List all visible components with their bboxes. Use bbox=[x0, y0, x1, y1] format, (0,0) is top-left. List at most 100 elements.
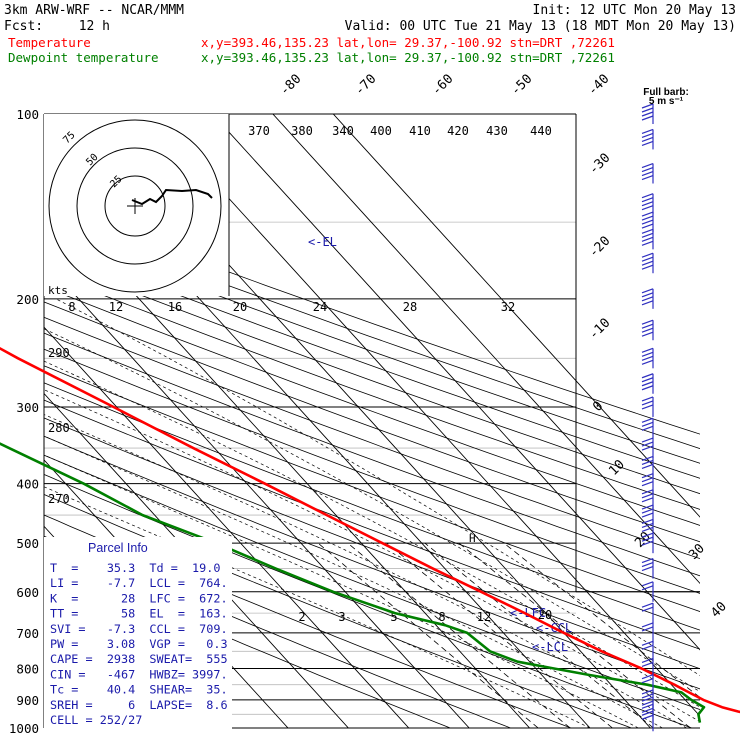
theta-label: 340 bbox=[332, 124, 354, 138]
mixing-ratio-label: 32 bbox=[501, 300, 515, 314]
wind-barbs bbox=[641, 103, 654, 732]
barb-flag bbox=[641, 477, 654, 483]
barb-flag bbox=[641, 132, 654, 138]
temperature-legend: Temperature bbox=[8, 35, 91, 50]
barb-flag bbox=[641, 714, 654, 720]
moist-adiabat-28 bbox=[44, 328, 700, 693]
dry-adiabats bbox=[44, 202, 700, 728]
wind-barb bbox=[641, 128, 654, 150]
barb-flag bbox=[641, 205, 654, 211]
barb-units: 5 m s⁻¹ bbox=[649, 96, 684, 107]
barb-flag bbox=[641, 201, 654, 207]
barb-flag bbox=[641, 288, 654, 294]
isotherm--40 bbox=[44, 392, 349, 728]
barb-flag bbox=[641, 566, 654, 572]
wind-barb bbox=[641, 710, 654, 732]
mixing-ratio-20 bbox=[503, 542, 700, 698]
hodo-ring-3 bbox=[48, 119, 222, 293]
barb-flag bbox=[641, 292, 654, 298]
barb-flag bbox=[641, 174, 654, 181]
barb-flag bbox=[641, 445, 654, 451]
barb-flag bbox=[641, 197, 654, 203]
fcst-label: Fcst: bbox=[4, 19, 43, 34]
barb-flag bbox=[641, 300, 654, 306]
barb-flag bbox=[641, 441, 654, 447]
mixing-ratio-label: 8 bbox=[438, 610, 445, 624]
dry-adiabat-320 bbox=[44, 417, 700, 670]
wind-barb bbox=[641, 640, 654, 662]
parcel-info-row: CELL = 252/27 bbox=[50, 713, 142, 727]
barb-flag bbox=[641, 622, 654, 628]
dry-adiabat-350 bbox=[44, 365, 700, 612]
parcel-info-row: Tc = 40.4 SHEAR= 35. bbox=[50, 683, 228, 697]
wind-barb bbox=[641, 211, 654, 233]
pressure-tick-label: 1000 bbox=[9, 721, 39, 736]
wind-barb bbox=[641, 417, 654, 439]
barb-flag bbox=[641, 400, 654, 406]
barb-flag bbox=[641, 512, 654, 518]
temperature-profile bbox=[0, 346, 740, 714]
dry-adiabat-420 bbox=[44, 257, 700, 495]
barb-flag bbox=[641, 211, 654, 217]
mixing-ratio-label: 12 bbox=[109, 300, 123, 314]
barb-title: Full barb: bbox=[643, 87, 689, 98]
barb-flag bbox=[641, 404, 654, 410]
barb-flag bbox=[641, 166, 654, 173]
barb-flag bbox=[641, 260, 654, 266]
dry-adiabat-label: 270 bbox=[48, 492, 70, 506]
barb-flag bbox=[641, 136, 654, 142]
barb-flag bbox=[641, 319, 654, 325]
barb-flag bbox=[641, 351, 654, 357]
parcel-info-row: CIN = -467 HWBZ= 3997. bbox=[50, 667, 228, 681]
wind-barb bbox=[641, 193, 654, 214]
mixing-ratio-label: 12 bbox=[477, 610, 491, 624]
isotherm-label: -60 bbox=[429, 72, 456, 99]
theta-label: 370 bbox=[248, 124, 270, 138]
hodograph-trace bbox=[131, 188, 213, 206]
barb-flag bbox=[641, 107, 654, 113]
parcel-info-row: CAPE = 2938 SWEAT= 555 bbox=[50, 652, 228, 666]
mixing-ratio-label: 24 bbox=[313, 300, 327, 314]
parcel-info-row: LI = -7.7 LCL = 764. bbox=[50, 576, 228, 590]
parcel-info-row: SVI = -7.3 CCL = 709. bbox=[50, 622, 228, 636]
temperature-info: x,y=393.46,135.23 lat,lon= 29.37,-100.92… bbox=[201, 35, 615, 50]
dry-adiabat-460 bbox=[44, 202, 700, 435]
dry-adiabat-370 bbox=[44, 332, 700, 577]
barb-flag bbox=[641, 657, 654, 664]
model-title: 3km ARW-WRF -- NCAR/MMM bbox=[4, 3, 184, 18]
pressure-tick-label: 100 bbox=[16, 107, 39, 122]
isotherm-label: -40 bbox=[585, 72, 612, 99]
wind-barb bbox=[641, 581, 654, 602]
wind-barb bbox=[641, 103, 654, 124]
barb-flag bbox=[641, 508, 654, 514]
barb-flag bbox=[641, 674, 654, 680]
isotherm--30 bbox=[44, 326, 410, 728]
barb-flag bbox=[641, 381, 654, 387]
parcel-info-row: SREH = 6 LAPSE= 8.6 bbox=[50, 698, 228, 712]
dewpoint-info: x,y=393.46,135.23 lat,lon= 29.37,-100.92… bbox=[201, 50, 615, 65]
barb-flag bbox=[641, 170, 654, 177]
barb-flag bbox=[641, 536, 654, 542]
wind-barb bbox=[641, 347, 654, 369]
series-layer bbox=[0, 346, 740, 723]
theta-label: 410 bbox=[409, 124, 431, 138]
theta-label: 430 bbox=[486, 124, 508, 138]
isotherm-label: -70 bbox=[352, 72, 379, 99]
barb-flag bbox=[641, 437, 654, 443]
isotherm-50 bbox=[332, 114, 700, 518]
parcel-info-rows: T = 35.3 Td = 19.0LI = -7.7 LCL = 764.K … bbox=[50, 561, 228, 727]
barb-flag bbox=[641, 296, 654, 302]
barb-flag bbox=[641, 518, 654, 525]
mixing-ratio-label: 3 bbox=[338, 610, 345, 624]
barb-flag bbox=[641, 252, 654, 258]
barb-flag bbox=[641, 264, 654, 270]
barb-flag bbox=[641, 215, 654, 221]
barb-flag bbox=[641, 115, 654, 121]
wind-barb bbox=[641, 532, 654, 554]
isotherm-label: 20 bbox=[632, 529, 654, 551]
barb-flag bbox=[641, 228, 654, 234]
barb-flag bbox=[641, 323, 654, 329]
dry-adiabat-390 bbox=[44, 301, 700, 543]
barb-flag bbox=[641, 700, 654, 706]
barb-flag bbox=[641, 223, 654, 229]
